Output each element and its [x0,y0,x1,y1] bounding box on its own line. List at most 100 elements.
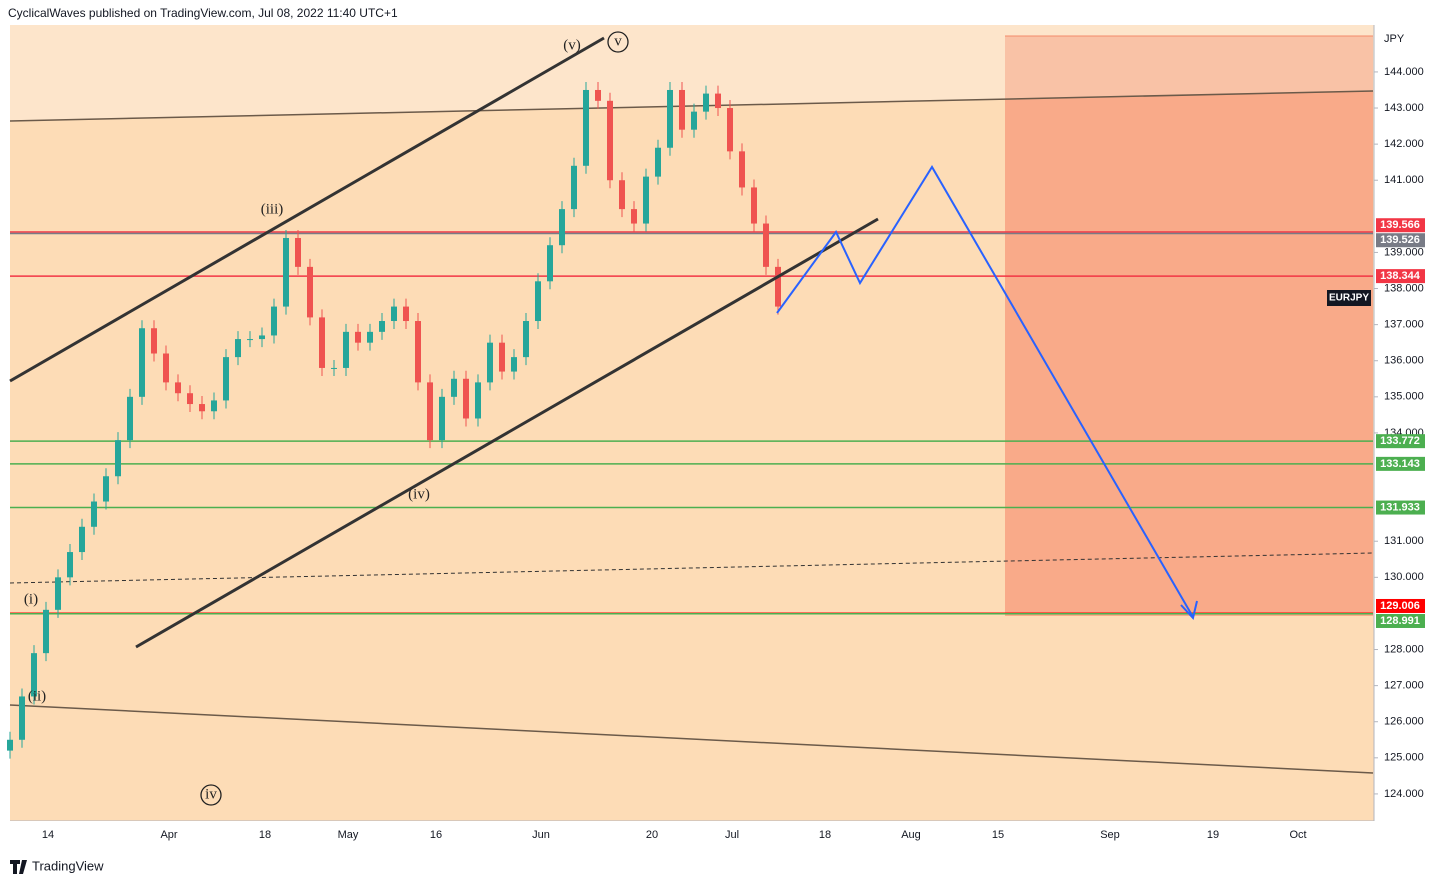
level-label: 133.143 [1380,458,1420,470]
y-tick-label: 126.000 [1384,716,1424,728]
candle [655,147,661,177]
x-tick-label: Jul [725,829,739,841]
wave-label: (iv) [408,486,430,502]
level-label: 128.991 [1380,615,1420,627]
x-axis-background [0,821,1440,851]
level-label: 139.526 [1380,234,1420,246]
candle [631,209,637,224]
trendline [9,704,1374,774]
level-tag [1376,218,1425,233]
candle [775,266,781,307]
level-label: 138.344 [1380,270,1421,282]
candle [403,306,409,322]
candle [643,176,649,224]
candle [379,321,385,332]
target-zone-upper [1005,36,1373,99]
candle [127,396,133,441]
candle [235,339,241,358]
logo [10,860,27,874]
level-label: 129.006 [1380,600,1420,612]
candle [103,476,109,502]
level-label: 139.566 [1380,219,1420,231]
unit-label: JPY [1384,33,1405,45]
y-tick-label: 141.000 [1384,174,1424,186]
candle [475,382,481,419]
levels [10,231,1373,615]
candle [151,328,157,354]
symbol-tag [1327,290,1371,306]
level-tag [1376,434,1425,449]
x-tick-label: Apr [160,829,177,841]
y-tick-label: 137.000 [1384,319,1424,331]
y-tick-label: 139.000 [1384,246,1424,258]
candle [91,501,97,527]
y-tick-label: 127.000 [1384,680,1424,692]
candle [31,653,37,697]
candle [487,342,493,383]
candle [367,331,373,343]
candle [211,400,217,412]
x-tick-label: Jun [532,829,550,841]
candle [283,237,289,307]
candle [727,108,733,152]
candle [19,696,25,740]
channel-line [9,36,605,383]
wave-circle [607,31,629,53]
level-label: 133.772 [1380,435,1420,447]
wave-label: v [614,33,622,49]
wave-label: iv [205,786,217,802]
y-tick-label: 138.000 [1384,282,1424,294]
footer-brand: TradingView [32,858,104,873]
level-tag [1376,613,1425,628]
candle [187,393,193,405]
candle [355,331,361,343]
level-tag [1376,456,1425,471]
x-tick-label: 19 [1207,829,1219,841]
candle [43,609,49,654]
wave-label: (v) [563,37,581,53]
candle [619,180,625,210]
x-tick-label: 14 [42,829,54,841]
wave-label: (ii) [28,688,46,704]
wave-label: (i) [24,591,38,607]
level-tag [1376,598,1425,613]
candle [199,404,205,412]
dotted-line [9,552,1374,584]
y-tick-label: 128.000 [1384,643,1424,655]
candle [7,739,13,751]
candle [79,526,85,553]
candle [223,357,229,401]
candle [583,89,589,166]
y-tick-label: 135.000 [1384,391,1424,403]
x-tick-label: 20 [646,829,658,841]
candle [763,223,769,267]
candle [139,328,145,397]
wave-circle [200,784,222,806]
y-tick-label: 144.000 [1384,66,1424,78]
y-tick-label: 124.000 [1384,788,1424,800]
x-tick-label: 18 [259,829,271,841]
candle [319,317,325,368]
candle [259,335,265,340]
y-tick-label: 130.000 [1384,571,1424,583]
candle [703,93,709,112]
candle [667,89,673,148]
header: CyclicalWaves published on TradingView.c… [8,6,398,20]
candle [523,321,529,358]
symbol-label: EURJPY [1329,293,1369,304]
y-tick-label: 125.000 [1384,752,1424,764]
candle [571,165,577,210]
candle [307,266,313,318]
candle [247,339,253,341]
candle [427,382,433,441]
candle [691,111,697,130]
candle [163,353,169,383]
candle [55,577,61,610]
candle [415,321,421,383]
candle [715,93,721,109]
candle [499,342,505,372]
candle [595,89,601,101]
x-tick-label: Sep [1100,829,1120,841]
candle [679,89,685,130]
candle [331,367,337,369]
